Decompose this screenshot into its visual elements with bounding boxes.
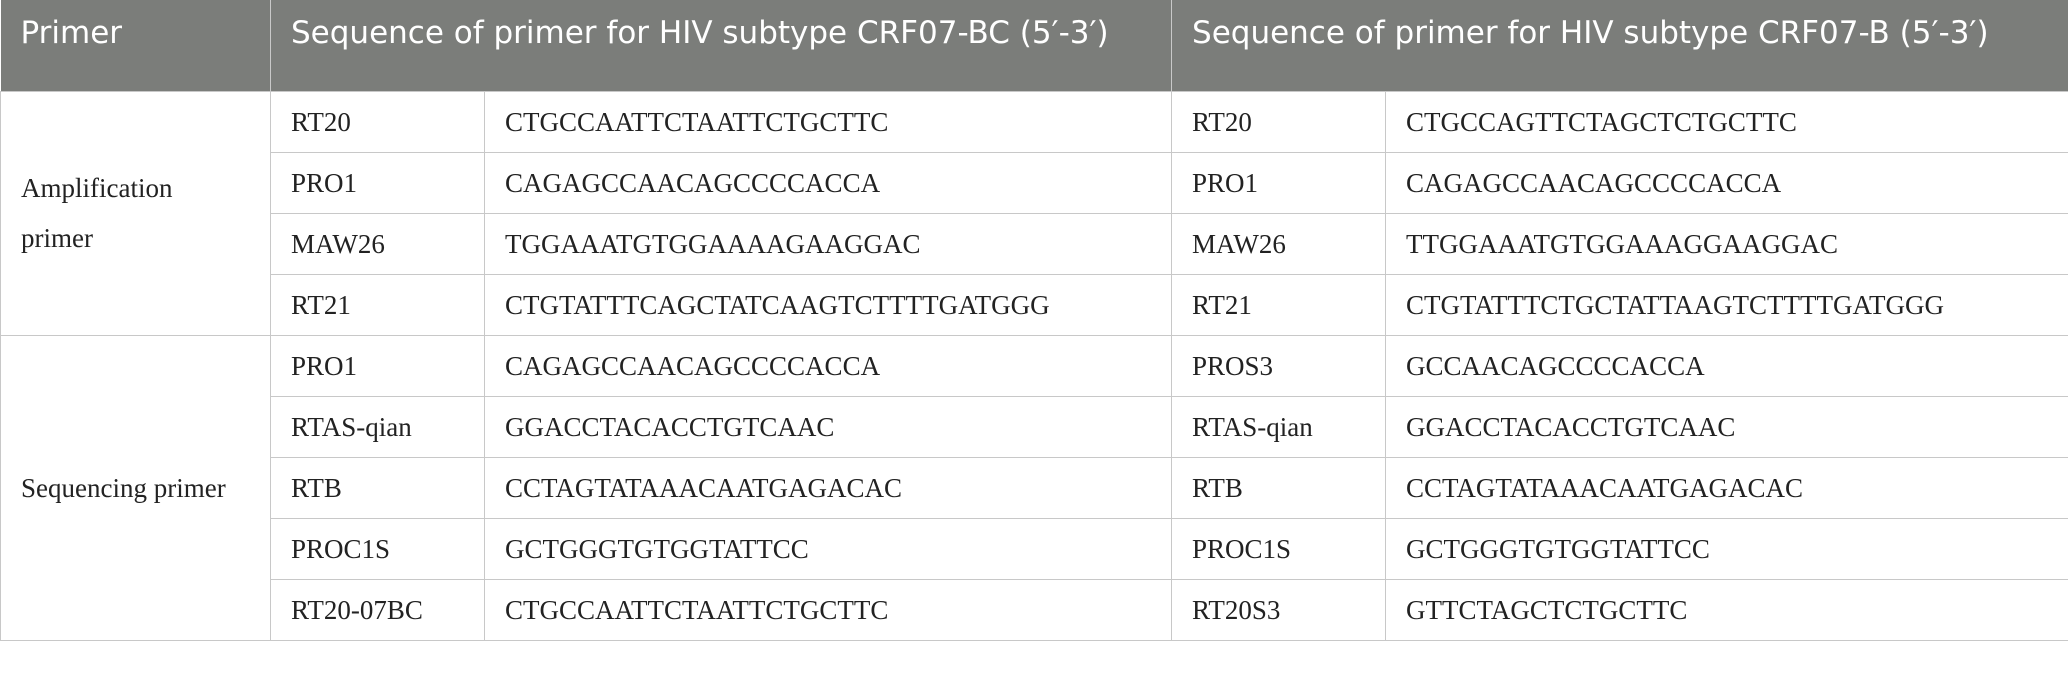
sequence-cell: TGGAAATGTGGAAAAGAAGGAC bbox=[483, 212, 1173, 275]
sequence-cell: CTGCCAATTCTAATTCTGCTTC bbox=[483, 578, 1173, 641]
sequence-cell: CCTAGTATAAACAATGAGACAC bbox=[1385, 456, 2068, 519]
primer-name-cell: RT21 bbox=[1171, 273, 1387, 336]
table-row: RTAS-qian GGACCTACACCTGTCAAC RTAS-qian GGAC… bbox=[1, 395, 2068, 458]
header-cell: Primer bbox=[0, 0, 271, 91]
sequence-cell: CTGCCAATTCTAATTCTGCTTC bbox=[483, 90, 1173, 153]
sequence-cell: CTGCCAGTTCTAGCTCTGCTTC bbox=[1385, 90, 2068, 153]
table-row: RT21 CTGTATTTCAGCTATCAAGTCTTTTGATGGG RT21 C… bbox=[1, 273, 2068, 336]
table-row: PRO1 CAGAGCCAACAGCCCCACCA PRO1 CAGAGCCAACAG… bbox=[1, 151, 2068, 214]
primer-name-cell: RT20 bbox=[1171, 90, 1387, 153]
sequence-cell: CAGAGCCAACAGCCCCACCA bbox=[483, 334, 1173, 397]
primer-name-cell: RTB bbox=[270, 456, 485, 519]
primer-name-cell: PRO1 bbox=[270, 151, 485, 214]
sequence-cell: CTGTATTTCAGCTATCAAGTCTTTTGATGGG bbox=[483, 273, 1173, 336]
header-row: Primer Sequence of primer for HIV subtype… bbox=[0, 0, 2068, 91]
primer-name-cell: PROC1S bbox=[270, 517, 485, 580]
primer-name-cell: RT20S3 bbox=[1171, 578, 1387, 641]
primer-name-cell: RTAS-qian bbox=[270, 395, 485, 458]
sequence-cell: GCTGGGTGTGGTATTCC bbox=[483, 517, 1173, 580]
table-body: Amplification primer RT20 CTGCCAATTCTAATTC… bbox=[0, 90, 2068, 641]
primer-table: Primer Sequence of primer for HIV subtype… bbox=[0, 0, 2068, 641]
sequence-cell: GCCAACAGCCCCACCA bbox=[1385, 334, 2068, 397]
primer-name-cell: RT21 bbox=[270, 273, 485, 336]
sequence-cell: CAGAGCCAACAGCCCCACCA bbox=[483, 151, 1173, 214]
table-row: RT20-07BC CTGCCAATTCTAATTCTGCTTC RT20S3 GTT… bbox=[1, 578, 2068, 641]
header-cell: Sequence of primer for HIV subtype CRF07… bbox=[270, 0, 1173, 91]
sequence-cell: GGACCTACACCTGTCAAC bbox=[483, 395, 1173, 458]
group-label: Amplification primer bbox=[0, 90, 271, 336]
sequence-cell: CTGTATTTCTGCTATTAAGTCTTTTGATGGG bbox=[1385, 273, 2068, 336]
table-row: MAW26 TGGAAATGTGGAAAAGAAGGAC MAW26 TTGGAAAT… bbox=[1, 212, 2068, 275]
primer-name-cell: PROC1S bbox=[1171, 517, 1387, 580]
sequence-cell: TTGGAAATGTGGAAAGGAAGGAC bbox=[1385, 212, 2068, 275]
sequence-cell: GCTGGGTGTGGTATTCC bbox=[1385, 517, 2068, 580]
sequence-cell: CCTAGTATAAACAATGAGACAC bbox=[483, 456, 1173, 519]
primer-name-cell: MAW26 bbox=[270, 212, 485, 275]
primer-name-cell: RTAS-qian bbox=[1171, 395, 1387, 458]
primer-name-cell: RT20 bbox=[270, 90, 485, 153]
table-row: Sequencing primer PRO1 CAGAGCCAACAGCCCCACC… bbox=[0, 334, 2068, 641]
primer-name-cell: RTB bbox=[1171, 456, 1387, 519]
primer-name-cell: PRO1 bbox=[270, 334, 485, 397]
sequence-cell: CAGAGCCAACAGCCCCACCA bbox=[1385, 151, 2068, 214]
table-header: Primer Sequence of primer for HIV subtype… bbox=[0, 0, 2068, 91]
sequence-cell: GGACCTACACCTGTCAAC bbox=[1385, 395, 2068, 458]
primer-name-cell: MAW26 bbox=[1171, 212, 1387, 275]
table-row: Amplification primer RT20 CTGCCAATTCTAATTC… bbox=[0, 90, 2068, 336]
group-label: Sequencing primer bbox=[0, 334, 271, 641]
header-cell: Sequence of primer for HIV subtype CRF07… bbox=[1171, 0, 2068, 91]
primer-name-cell: PRO1 bbox=[1171, 151, 1387, 214]
primer-name-cell: PROS3 bbox=[1171, 334, 1387, 397]
table-row: PROC1S GCTGGGTGTGGTATTCC PROC1S GCTGGGTGTGG… bbox=[1, 517, 2068, 580]
sequence-cell: GTTCTAGCTCTGCTTC bbox=[1385, 578, 2068, 641]
table-row: RTB CCTAGTATAAACAATGAGACAC RTB CCTAGTATAAAC… bbox=[1, 456, 2068, 519]
primer-name-cell: RT20-07BC bbox=[270, 578, 485, 641]
